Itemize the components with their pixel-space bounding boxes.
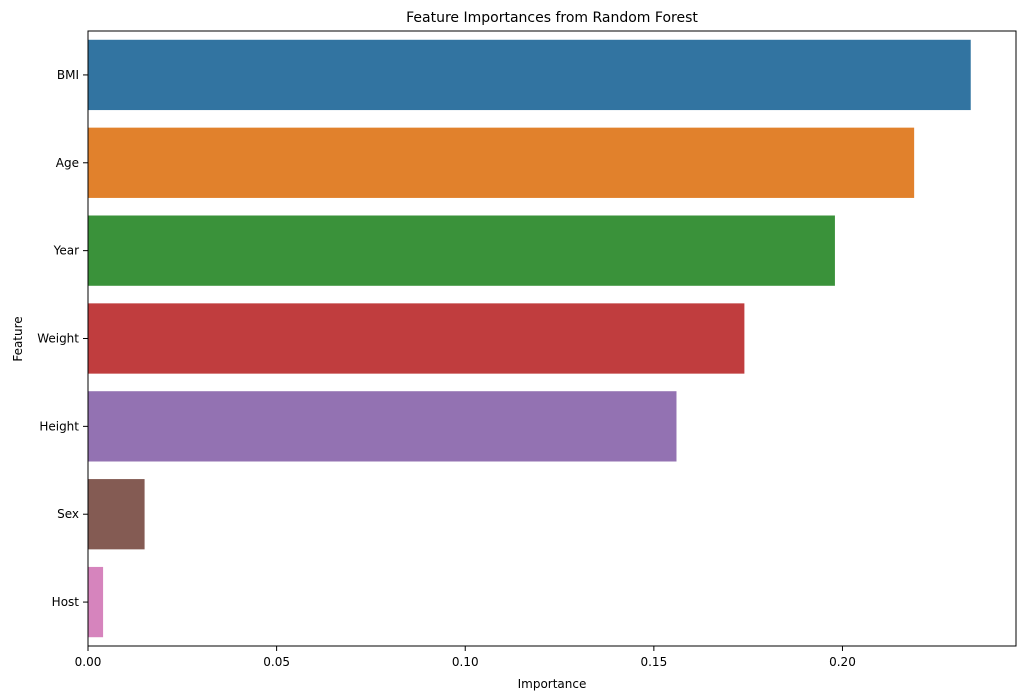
x-tick-label: 0.00 [75, 655, 102, 669]
y-tick-label: Sex [57, 507, 79, 521]
bars-group [88, 39, 971, 638]
x-tick-label: 0.05 [263, 655, 290, 669]
bar-host [88, 566, 104, 638]
bar-bmi [88, 39, 971, 111]
chart-title: Feature Importances from Random Forest [406, 10, 698, 26]
y-tick-label: Height [39, 419, 79, 433]
y-axis-label: Feature [11, 316, 25, 361]
y-tick-label: Host [52, 595, 80, 609]
x-axis-label: Importance [518, 677, 587, 691]
x-tick-label: 0.10 [452, 655, 479, 669]
bar-height [88, 391, 677, 462]
x-tick-label: 0.20 [829, 655, 856, 669]
bar-year [88, 215, 835, 286]
y-tick-label: BMI [57, 68, 79, 82]
x-axis-ticks: 0.00 0.05 0.10 0.15 0.20 [75, 646, 856, 669]
bar-sex [88, 479, 145, 550]
y-axis-ticks: BMI Age Year Weight Height Sex Host [37, 68, 88, 609]
y-tick-label: Weight [37, 332, 79, 346]
y-tick-label: Age [56, 156, 79, 170]
bar-age [88, 127, 915, 198]
bar-weight [88, 303, 745, 374]
plot-frame [87, 30, 1017, 647]
x-tick-label: 0.15 [640, 655, 667, 669]
y-tick-label: Year [53, 244, 79, 258]
